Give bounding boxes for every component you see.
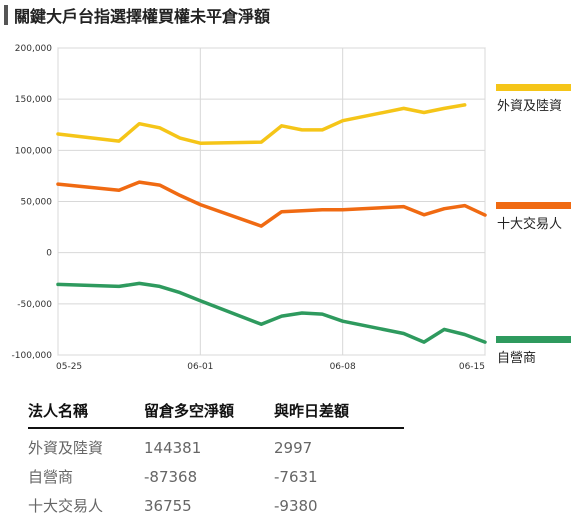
legend-swatch-foreign (496, 84, 571, 91)
header-diff: 與昨日差額 (274, 400, 404, 429)
table-row: 十大交易人 36755 -9380 (28, 487, 404, 516)
summary-table: 法人名稱 留倉多空淨額 與昨日差額 外資及陸資 144381 2997 自營商 … (28, 400, 404, 516)
legend-label-dealer: 自營商 (497, 351, 536, 366)
line-chart: 200,000 150,000 100,000 50,000 0 -50,000 -100,… (12, 44, 571, 372)
x-tick-label: 06-15 (459, 362, 485, 372)
y-tick-label: 150,000 (15, 95, 52, 105)
y-tick-label: -100,000 (12, 351, 53, 361)
row-diff: 2997 (274, 438, 313, 457)
table-row: 外資及陸資 144381 2997 (28, 428, 404, 458)
row-net: -87368 (144, 467, 198, 486)
row-name: 十大交易人 (28, 497, 104, 515)
row-diff: -7631 (274, 467, 318, 486)
row-diff: -9380 (274, 496, 318, 515)
row-name: 自營商 (28, 468, 74, 486)
series-line-dealer (56, 281, 487, 344)
legend-swatch-top10 (496, 202, 571, 209)
legend-label-foreign: 外資及陸資 (497, 98, 562, 114)
x-tick-label: 06-08 (330, 362, 356, 372)
chart-title-bar: 關鍵大戶台指選擇權買權未平倉淨額 (4, 4, 270, 26)
table-header-row: 法人名稱 留倉多空淨額 與昨日差額 (28, 400, 404, 429)
y-tick-label: -50,000 (17, 300, 52, 310)
y-tick-label: 0 (46, 249, 52, 259)
legend-swatch-dealer (496, 336, 571, 343)
header-name: 法人名稱 (28, 400, 144, 429)
y-tick-label: 50,000 (21, 198, 53, 208)
y-tick-label: 200,000 (15, 44, 52, 54)
x-tick-label: 05-25 (56, 362, 82, 372)
x-tick-label: 06-01 (187, 362, 213, 372)
row-net: 144381 (144, 438, 202, 457)
page-title: 關鍵大戶台指選擇權買權未平倉淨額 (14, 7, 271, 26)
legend-label-top10: 十大交易人 (497, 216, 562, 232)
header-net: 留倉多空淨額 (144, 400, 274, 429)
title-accent-bar (4, 5, 8, 25)
row-name: 外資及陸資 (28, 439, 104, 457)
row-net: 36755 (144, 496, 192, 515)
series-line-foreign (56, 103, 467, 145)
table-row: 自營商 -87368 -7631 (28, 458, 404, 487)
series-line-top10 (56, 180, 487, 228)
y-tick-label: 100,000 (15, 146, 52, 156)
